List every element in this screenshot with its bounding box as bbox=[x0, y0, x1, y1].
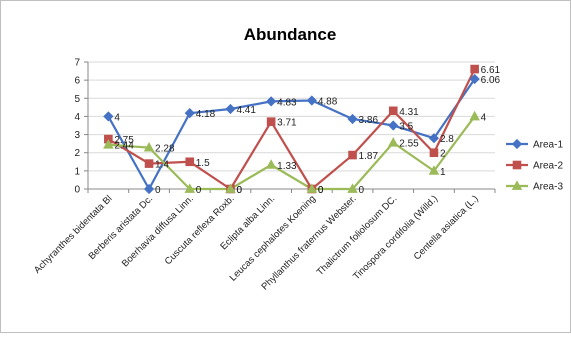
data-point-area-1 bbox=[103, 111, 114, 122]
y-tick-label: 6 bbox=[74, 76, 80, 87]
data-label-area-3: 2.44 bbox=[114, 141, 134, 152]
data-label-area-3: 2.55 bbox=[399, 139, 419, 150]
data-label-area-2: 0 bbox=[236, 185, 242, 196]
data-point-area-2 bbox=[470, 64, 479, 74]
data-label-area-3: 1.33 bbox=[277, 161, 297, 172]
data-point-area-3 bbox=[388, 137, 399, 147]
data-point-area-3 bbox=[184, 183, 195, 193]
data-point-area-3 bbox=[347, 183, 358, 193]
data-label-area-2: 6.61 bbox=[481, 65, 501, 76]
data-point-area-1 bbox=[225, 103, 236, 115]
legend: Area-1 Area-2 Area-3 bbox=[506, 138, 563, 193]
series-markers bbox=[103, 64, 480, 195]
data-point-area-2 bbox=[348, 150, 357, 160]
y-tick-label: 7 bbox=[74, 58, 80, 69]
data-label-area-1: 4.83 bbox=[277, 97, 297, 108]
data-point-area-3 bbox=[428, 165, 440, 175]
data-point-area-1 bbox=[266, 96, 277, 107]
y-tick-label: 3 bbox=[74, 130, 80, 141]
data-label-area-1: 2.8 bbox=[440, 134, 454, 145]
data-label-area-3: 4 bbox=[481, 112, 487, 123]
data-point-area-3 bbox=[103, 139, 114, 149]
data-label-area-3: 0 bbox=[359, 185, 365, 196]
data-label-area-1: 3.5 bbox=[399, 122, 413, 133]
data-point-area-1 bbox=[388, 120, 399, 131]
data-labels: 4 0 4.18 4.41 4.83 4.88 3.86 3.5 2.8 6.06 2.75 1.4 1… bbox=[114, 65, 500, 196]
series-line-area-2 bbox=[107, 68, 476, 191]
data-point-area-1 bbox=[143, 183, 155, 195]
data-point-area-1 bbox=[184, 108, 195, 119]
data-label-area-1: 4.41 bbox=[236, 105, 256, 116]
data-label-area-3: 0 bbox=[196, 185, 202, 196]
series-line-area-3 bbox=[108, 115, 476, 191]
axes bbox=[87, 62, 496, 193]
data-label-area-3: 0 bbox=[236, 185, 242, 196]
legend-label-area-3: Area-3 bbox=[533, 182, 563, 193]
data-label-area-2: 4.31 bbox=[399, 107, 419, 118]
y-tick-label: 0 bbox=[74, 185, 80, 196]
data-point-area-1 bbox=[428, 133, 440, 144]
data-label-area-2: 2.75 bbox=[114, 135, 134, 146]
data-point-area-3 bbox=[265, 159, 277, 169]
legend-marker-area-3 bbox=[511, 180, 523, 190]
data-point-area-1 bbox=[469, 73, 480, 85]
data-label-area-3: 0 bbox=[318, 185, 324, 196]
y-tick-label: 4 bbox=[74, 112, 80, 123]
data-point-area-2 bbox=[429, 148, 439, 158]
data-label-area-1: 6.06 bbox=[481, 75, 501, 86]
data-point-area-3 bbox=[306, 183, 318, 193]
data-label-area-1: 0 bbox=[155, 185, 161, 196]
data-label-area-3: 1 bbox=[440, 167, 446, 178]
legend-marker-area-2 bbox=[512, 160, 522, 170]
data-label-area-2: 3.71 bbox=[277, 118, 297, 129]
data-point-area-3 bbox=[225, 183, 236, 193]
gridlines bbox=[88, 61, 495, 172]
data-point-area-2 bbox=[388, 106, 398, 116]
data-point-area-2 bbox=[185, 157, 195, 167]
data-point-area-2 bbox=[266, 117, 276, 126]
data-label-area-1: 4 bbox=[114, 112, 120, 123]
data-point-area-2 bbox=[144, 159, 154, 168]
data-label-area-2: 2 bbox=[440, 149, 446, 160]
data-label-area-2: 1.87 bbox=[359, 151, 379, 162]
data-label-area-1: 4.88 bbox=[318, 96, 338, 107]
data-label-area-2: 0 bbox=[318, 185, 324, 196]
series-lines bbox=[107, 68, 476, 191]
data-label-area-3: 2.28 bbox=[155, 144, 175, 155]
data-point-area-3 bbox=[469, 110, 480, 121]
legend-label-area-1: Area-1 bbox=[533, 140, 563, 151]
y-tick-label: 1 bbox=[74, 166, 80, 177]
data-label-area-1: 3.86 bbox=[359, 115, 379, 126]
data-label-area-2: 1.5 bbox=[196, 158, 210, 169]
y-axis-ticks: 0 1 2 3 4 5 6 7 bbox=[74, 58, 88, 196]
data-label-area-2: 1.4 bbox=[155, 160, 169, 171]
data-point-area-1 bbox=[306, 95, 317, 106]
legend-label-area-2: Area-2 bbox=[533, 161, 563, 172]
y-tick-label: 2 bbox=[74, 148, 80, 159]
data-point-area-3 bbox=[143, 141, 155, 152]
y-tick-label: 5 bbox=[74, 94, 80, 105]
chart-title: Abundance bbox=[244, 25, 337, 44]
data-label-area-1: 4.18 bbox=[196, 109, 216, 120]
data-point-area-1 bbox=[347, 113, 358, 125]
legend-marker-area-1 bbox=[511, 138, 523, 150]
